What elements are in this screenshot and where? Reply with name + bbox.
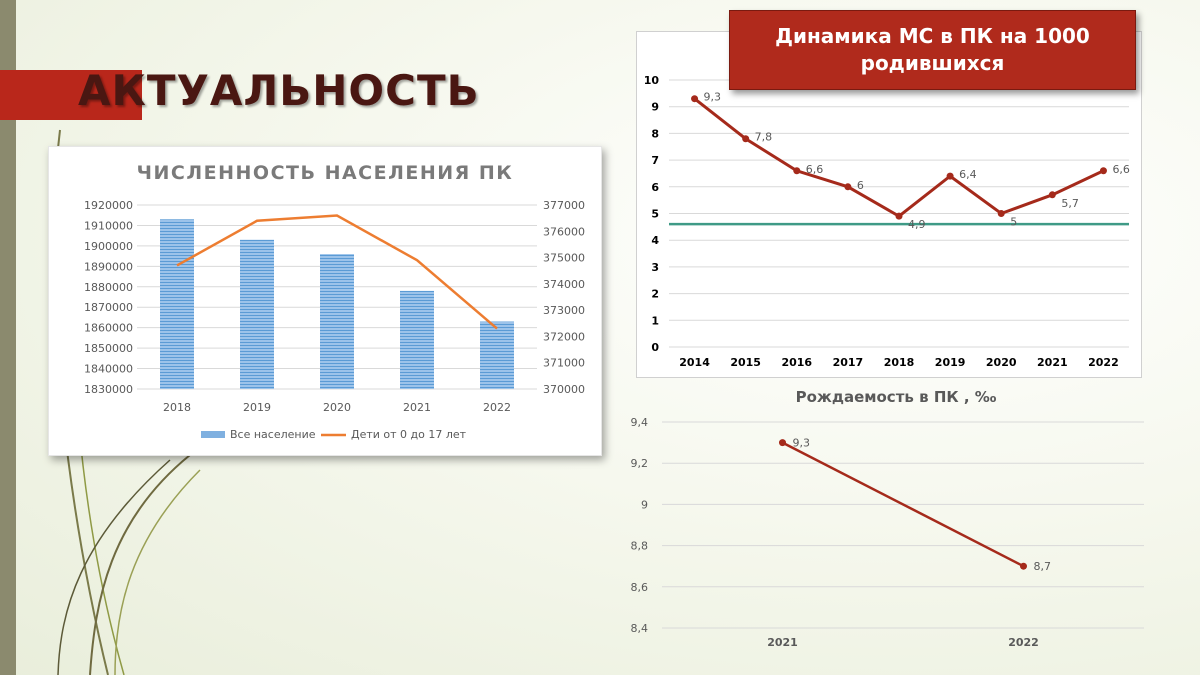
data-label-2018: 4,9 [908, 218, 926, 231]
y-left-tick-label: 1840000 [84, 363, 133, 376]
y-tick-label: 9,4 [631, 416, 649, 429]
line-children-series [176, 214, 498, 330]
x-tick-label: 2018 [884, 356, 915, 369]
y-left-tick-label: 1850000 [84, 342, 133, 355]
y-tick-label: 9,2 [631, 457, 649, 470]
population-chart: ЧИСЛЕННОСТЬ НАСЕЛЕНИЯ ПК 1830000 1840000 18… [84, 162, 585, 441]
x-tick-label: 2020 [986, 356, 1017, 369]
y-left-tick-label: 1870000 [84, 301, 133, 314]
y-right-tick-label: 375000 [543, 252, 585, 265]
data-label-2014: 9,3 [704, 91, 722, 104]
data-point-2016 [793, 167, 801, 175]
x-tick-label: 2018 [163, 401, 191, 414]
x-tick-label: 2019 [935, 356, 966, 369]
left-accent-bar [0, 0, 16, 675]
y-tick-label: 10 [644, 74, 660, 87]
infant-mortality-chart: 0 1 2 3 4 5 6 7 8 9 10 2014 2015 2016 2017 2018 2019 2020… [644, 74, 1130, 369]
birth-rate-chart-title: Рождаемость в ПК , ‰ [796, 390, 997, 406]
x-tick-label: 2020 [323, 401, 351, 414]
bar-all-population-2018 [160, 219, 194, 389]
x-tick-label: 2019 [243, 401, 271, 414]
y-tick-label: 8 [651, 127, 659, 140]
y-right-tick-label: 372000 [543, 330, 585, 343]
x-tick-label: 2022 [1008, 636, 1039, 649]
population-chart-card: ЧИСЛЕННОСТЬ НАСЕЛЕНИЯ ПК 1830000 1840000 18… [48, 146, 602, 456]
y-right-tick-label: 371000 [543, 357, 585, 370]
data-point-2020 [997, 210, 1005, 217]
y-left-tick-label: 1830000 [84, 383, 133, 396]
x-tick-label: 2021 [1037, 356, 1068, 369]
legend-swatch-all-population [201, 431, 225, 438]
data-point-2022 [1099, 167, 1107, 175]
y-tick-label: 9 [641, 498, 648, 511]
y-right-tick-label: 370000 [543, 383, 585, 396]
y-tick-label: 9 [651, 101, 659, 114]
y-tick-label: 0 [651, 341, 659, 354]
legend-label-all-population: Все население [230, 428, 316, 441]
y-left-tick-label: 1900000 [84, 240, 133, 253]
bar-all-population-2019 [240, 239, 274, 389]
x-tick-label: 2017 [833, 356, 864, 369]
bar-all-population-2022 [480, 321, 514, 389]
data-label-2021: 5,7 [1061, 197, 1079, 210]
legend-label-children: Дети от 0 до 17 лет [351, 428, 467, 441]
infant-mortality-line [693, 97, 1105, 218]
data-point-2022 [1020, 562, 1027, 570]
x-tick-label: 2022 [1088, 356, 1119, 369]
y-right-tick-label: 376000 [543, 225, 585, 238]
birth-rate-chart: Рождаемость в ПК , ‰ 8,4 8,6 8,8 9 9,2 9,4 2021… [631, 388, 1144, 649]
y-tick-label: 1 [651, 314, 659, 327]
data-point-2017 [844, 183, 852, 191]
birth-rate-line [781, 441, 1025, 568]
y-tick-label: 2 [651, 288, 659, 301]
y-tick-label: 6 [651, 181, 659, 194]
y-tick-label: 5 [651, 208, 659, 221]
data-point-2019 [946, 172, 954, 180]
data-label-2016: 6,6 [806, 163, 824, 176]
data-label-2015: 7,8 [755, 131, 772, 144]
slide-title: АКТУАЛЬНОСТЬ [78, 66, 480, 115]
y-right-tick-label: 374000 [543, 278, 585, 291]
data-point-2018 [895, 212, 903, 220]
population-chart-title: ЧИСЛЕННОСТЬ НАСЕЛЕНИЯ ПК [137, 162, 514, 184]
y-right-tick-label: 377000 [543, 199, 585, 212]
x-tick-label: 2022 [483, 401, 511, 414]
x-tick-label: 2021 [767, 636, 798, 649]
y-tick-label: 4 [651, 234, 659, 247]
data-point-2021 [1048, 191, 1056, 199]
y-tick-label: 8,6 [631, 581, 649, 594]
data-label-2019: 6,4 [959, 168, 977, 181]
y-tick-label: 8,8 [631, 540, 649, 553]
data-label-2017: 6 [857, 179, 864, 192]
data-point-2021 [779, 439, 786, 447]
bar-all-population-2020 [320, 254, 354, 389]
y-right-tick-label: 373000 [543, 304, 585, 317]
data-label-2022: 6,6 [1112, 163, 1130, 176]
data-label-2022: 8,7 [1034, 560, 1052, 573]
x-tick-label: 2015 [730, 356, 761, 369]
title-accent-band [0, 70, 142, 120]
data-label-2020: 5 [1010, 216, 1017, 229]
y-tick-label: 7 [651, 154, 659, 167]
infant-mortality-chart-title: Динамика МС в ПК на 1000 родившихся [729, 10, 1136, 90]
y-tick-label: 3 [651, 261, 659, 274]
data-label-2021: 9,3 [793, 437, 811, 450]
y-left-tick-label: 1920000 [84, 199, 133, 212]
y-tick-label: 8,4 [631, 622, 649, 635]
y-left-tick-label: 1880000 [84, 281, 133, 294]
bar-all-population-2021 [400, 290, 434, 389]
birth-rate-chart-card: Рождаемость в ПК , ‰ 8,4 8,6 8,8 9 9,2 9,4 2021… [626, 388, 1146, 660]
data-point-2015 [742, 135, 750, 143]
x-tick-label: 2021 [403, 401, 431, 414]
y-left-tick-label: 1890000 [84, 260, 133, 273]
y-left-tick-label: 1910000 [84, 219, 133, 232]
data-point-2014 [691, 95, 699, 103]
x-tick-label: 2016 [781, 356, 812, 369]
y-left-tick-label: 1860000 [84, 322, 133, 335]
x-tick-label: 2014 [679, 356, 710, 369]
